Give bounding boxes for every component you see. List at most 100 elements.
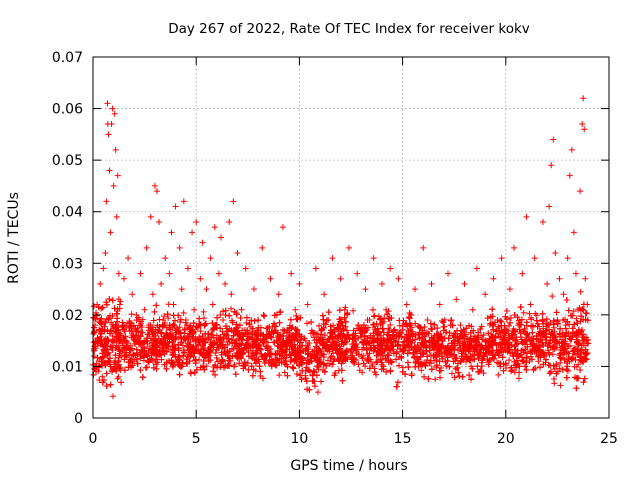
data-point — [288, 270, 295, 277]
data-point — [284, 327, 291, 334]
data-point — [377, 357, 384, 364]
data-point — [97, 280, 104, 287]
data-point — [284, 372, 291, 379]
data-point — [254, 337, 261, 344]
data-point — [387, 338, 394, 345]
data-point — [133, 329, 140, 336]
data-point — [582, 275, 589, 282]
data-point — [217, 234, 224, 241]
data-point — [338, 338, 345, 345]
data-point — [106, 296, 113, 303]
data-point — [374, 337, 381, 344]
data-point — [490, 326, 497, 333]
data-point — [180, 198, 187, 205]
data-point — [248, 363, 255, 370]
data-point — [408, 344, 415, 351]
data-point — [548, 330, 555, 337]
data-point — [359, 369, 366, 376]
data-point — [290, 365, 297, 372]
data-point — [172, 317, 179, 324]
data-point — [235, 343, 242, 350]
data-point — [235, 335, 242, 342]
data-point — [276, 309, 283, 316]
data-point — [112, 352, 119, 359]
data-point — [371, 313, 378, 320]
data-point — [243, 345, 250, 352]
data-point — [100, 354, 107, 361]
data-point — [372, 345, 379, 352]
data-point — [243, 337, 250, 344]
data-point — [473, 265, 480, 272]
data-point — [350, 307, 357, 314]
data-point — [454, 327, 461, 334]
data-point — [180, 349, 187, 356]
data-points — [90, 95, 592, 400]
data-point — [143, 335, 150, 342]
data-point — [287, 358, 294, 365]
data-point — [191, 306, 198, 313]
data-point — [224, 341, 231, 348]
data-point — [108, 121, 115, 128]
data-point — [511, 329, 518, 336]
data-point — [406, 315, 413, 322]
data-point — [133, 356, 140, 363]
data-point — [141, 306, 148, 313]
data-point — [456, 373, 463, 380]
data-point — [179, 359, 186, 366]
data-point — [560, 346, 567, 353]
data-point — [528, 314, 535, 321]
data-point — [318, 378, 325, 385]
data-point — [90, 345, 97, 352]
data-point — [257, 373, 264, 380]
data-point — [437, 374, 444, 381]
data-point — [137, 367, 144, 374]
data-point — [580, 379, 587, 386]
data-point — [226, 219, 233, 226]
data-point — [248, 317, 255, 324]
data-point — [557, 355, 564, 362]
data-point — [509, 328, 516, 335]
data-point — [417, 353, 424, 360]
data-point — [141, 347, 148, 354]
data-point — [109, 105, 116, 112]
data-point — [116, 365, 123, 372]
data-point — [262, 351, 269, 358]
data-point — [537, 364, 544, 371]
data-point — [529, 322, 536, 329]
data-point — [256, 363, 263, 370]
data-point — [411, 286, 418, 293]
data-point — [549, 293, 556, 300]
data-point — [385, 332, 392, 339]
data-point — [434, 325, 441, 332]
data-point — [573, 385, 580, 392]
data-point — [281, 327, 288, 334]
data-point — [234, 354, 241, 361]
data-point — [287, 316, 294, 323]
data-point — [111, 305, 118, 312]
data-point — [530, 366, 537, 373]
data-point — [502, 360, 509, 367]
data-point — [103, 198, 110, 205]
data-point — [360, 352, 367, 359]
data-point — [560, 351, 567, 358]
data-point — [305, 346, 312, 353]
data-point — [332, 370, 339, 377]
data-point — [557, 382, 564, 389]
data-point — [461, 280, 468, 287]
data-point — [506, 286, 513, 293]
data-point — [335, 357, 342, 364]
data-point — [199, 239, 206, 246]
data-point — [163, 365, 170, 372]
data-point — [369, 306, 376, 313]
data-point — [462, 351, 469, 358]
data-point — [560, 338, 567, 345]
data-point — [181, 327, 188, 334]
data-point — [433, 362, 440, 369]
data-point — [317, 331, 324, 338]
data-point — [400, 317, 407, 324]
data-point — [190, 320, 197, 327]
data-point — [113, 318, 120, 325]
data-point — [149, 342, 156, 349]
data-point — [379, 352, 386, 359]
data-point — [433, 357, 440, 364]
